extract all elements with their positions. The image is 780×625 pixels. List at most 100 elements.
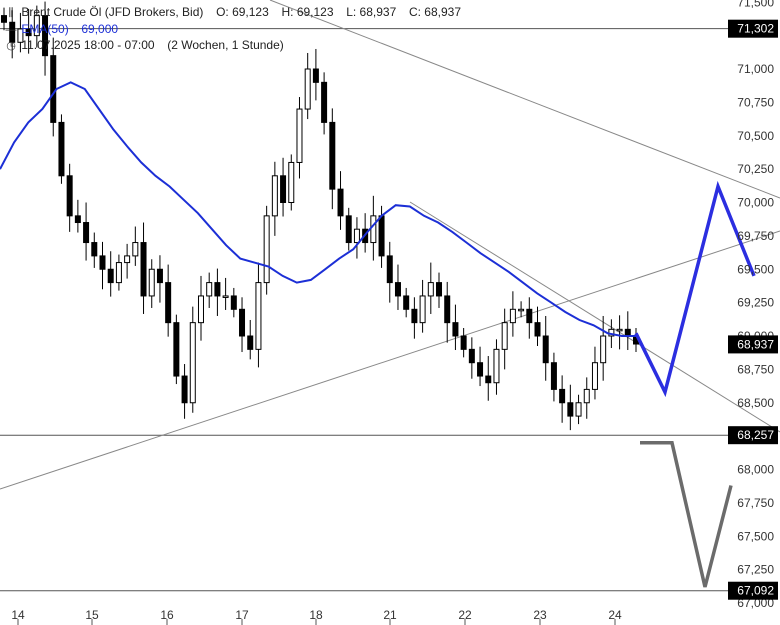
x-tick-label: 14 <box>11 608 25 622</box>
projection-path-0[interactable] <box>634 180 756 398</box>
candle-body <box>33 15 40 37</box>
candle-body <box>230 295 237 310</box>
candle-body <box>173 322 180 377</box>
y-tick-label: 68,750 <box>737 362 774 376</box>
ema-label: EMA(50) <box>21 22 69 36</box>
candle-body <box>477 362 484 377</box>
candle-body <box>460 335 467 350</box>
candle-body <box>115 262 122 284</box>
candle-body <box>616 328 623 332</box>
candle-body <box>312 68 319 83</box>
candle-body <box>107 268 114 284</box>
candle-body <box>124 255 131 264</box>
candle-body <box>74 215 81 224</box>
candle-body <box>132 242 139 257</box>
time-range: 11.07.2025 18:00 - 07:00 <box>21 38 155 52</box>
candle-body <box>386 255 393 284</box>
candle-body <box>485 375 492 384</box>
x-tick-label: 15 <box>85 608 99 622</box>
candle-body <box>468 348 475 364</box>
trendline-0[interactable] <box>269 0 780 199</box>
candle-body <box>567 402 574 417</box>
trendline-1[interactable] <box>0 230 780 490</box>
candle-body <box>214 282 221 297</box>
candle-body <box>66 175 73 217</box>
price-axis: 71,500 71,000 70,750 70,500 70,250 70,000 69,7… <box>728 0 778 610</box>
instrument-name: Brent Crude Öl (JFD Brokers, Bid) <box>21 5 204 19</box>
x-tick-label: 22 <box>458 608 472 622</box>
horizontal-levels <box>0 28 728 592</box>
candle-body <box>181 375 188 404</box>
candle-body <box>197 295 204 324</box>
y-tick-label: 67,250 <box>737 563 774 577</box>
candle-body <box>255 282 262 350</box>
candle-body <box>353 228 360 244</box>
y-tick-label: 69,250 <box>737 296 774 310</box>
candle-body <box>575 402 582 417</box>
y-tick-label: 68,000 <box>737 463 774 477</box>
price-tag-label: 67,092 <box>737 584 774 598</box>
candle-body <box>419 295 426 324</box>
y-tick-label: 70,500 <box>737 129 774 143</box>
x-tick-label: 17 <box>235 608 249 622</box>
candle-body <box>411 308 418 324</box>
y-tick-label: 69,500 <box>737 262 774 276</box>
projections <box>634 180 756 588</box>
time-axis: 14 15 16 17 18 21 22 23 24 <box>11 608 622 625</box>
projection-path-1[interactable] <box>640 441 733 588</box>
candle-body <box>345 215 352 244</box>
clock-icon: ◷ <box>6 40 16 52</box>
candle-body <box>559 388 566 404</box>
trendline-2[interactable] <box>409 201 780 433</box>
candle-body <box>83 222 90 244</box>
candle-body <box>444 295 451 324</box>
y-tick-label: 69,750 <box>737 229 774 243</box>
price-tag-label: 68,257 <box>737 428 774 442</box>
candle-body <box>600 335 607 364</box>
y-tick-label: 70,750 <box>737 95 774 109</box>
candle-body <box>263 215 270 284</box>
candle-body <box>542 335 549 364</box>
price-tag-2 <box>728 426 778 445</box>
y-tick-label: 71,500 <box>737 0 774 9</box>
candle-body <box>427 282 434 297</box>
candle-body <box>526 308 533 324</box>
candle-body <box>156 268 163 284</box>
candle-body <box>337 188 344 217</box>
x-tick-label: 23 <box>533 608 547 622</box>
price-tag-label: 68,937 <box>737 337 774 351</box>
y-tick-label: 70,250 <box>737 162 774 176</box>
candle-body <box>25 28 32 37</box>
y-tick-label: 67,500 <box>737 529 774 543</box>
candlestick-icon: ⫼ <box>8 7 14 19</box>
candle-body <box>280 175 287 204</box>
candle-body <box>378 215 385 257</box>
candle-body <box>247 335 254 350</box>
header-row-instrument: ⫼ Brent Crude Öl (JFD Brokers, Bid) O: 6… <box>4 5 461 20</box>
candle-body <box>436 282 443 297</box>
candle-body <box>148 268 155 297</box>
candle-body <box>50 55 57 123</box>
ohlc-low: L: 68,937 <box>346 5 397 19</box>
candle-body <box>403 295 410 310</box>
candles <box>1 1 639 431</box>
candle-body <box>288 161 295 203</box>
price-tag-1 <box>728 335 778 354</box>
candle-body <box>99 255 106 270</box>
ema-value: 69,000 <box>81 22 119 36</box>
price-tag-label: 71,302 <box>737 22 774 36</box>
x-tick-label: 18 <box>309 608 323 622</box>
ema-50-line[interactable] <box>0 81 636 337</box>
candle-body <box>165 282 172 324</box>
y-tick-label: 68,500 <box>737 396 774 410</box>
candle-body <box>624 328 631 337</box>
candle-body <box>493 348 500 384</box>
header-row-ema[interactable]: — EMA(50) 69,000 <box>4 22 119 36</box>
candle-body <box>17 28 24 43</box>
y-tick-label: 71,000 <box>737 62 774 76</box>
candle-body <box>591 362 598 390</box>
line-icon: — <box>5 24 17 36</box>
candle-body <box>550 362 557 390</box>
candle-body <box>271 175 278 217</box>
